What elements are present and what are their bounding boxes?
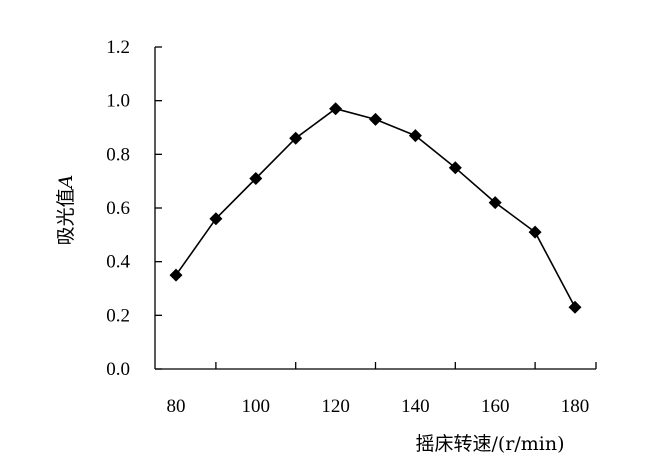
series-markers <box>169 102 582 314</box>
svg-text:吸光值A: 吸光值A <box>55 175 77 246</box>
y-axis-title-text: 吸光值 <box>55 188 77 245</box>
data-point-marker <box>408 129 422 143</box>
data-point-marker <box>329 102 343 116</box>
x-tick-label: 140 <box>401 396 430 417</box>
x-tick-label: 180 <box>561 396 590 417</box>
x-tick-label: 120 <box>321 396 350 417</box>
y-tick-label: 0.0 <box>106 359 130 380</box>
x-tick-label: 160 <box>481 396 510 417</box>
data-point-marker <box>249 172 263 185</box>
axes <box>154 47 596 370</box>
y-tick-label: 1.2 <box>106 37 130 58</box>
data-point-marker <box>289 131 303 145</box>
data-point-marker <box>369 112 382 126</box>
y-axis-title: 吸光值A <box>55 175 77 246</box>
x-axis-title: 摇床转速/(r/min) <box>415 433 564 455</box>
x-tick-label: 100 <box>242 396 271 417</box>
data-point-marker <box>488 196 502 210</box>
data-point-marker <box>568 300 582 314</box>
y-tick-label: 0.4 <box>106 252 130 273</box>
series-line <box>175 107 576 308</box>
x-ticks: 80 100 120 140 160 180 <box>167 362 597 417</box>
y-ticks: 0.0 0.2 0.4 0.6 0.8 1.0 1.2 <box>106 37 162 380</box>
x-tick-label: 80 <box>167 396 186 417</box>
data-point-marker <box>448 161 462 175</box>
data-point-marker <box>169 268 183 282</box>
data-point-marker <box>209 212 223 226</box>
y-tick-label: 0.8 <box>106 144 130 165</box>
data-point-marker <box>528 225 542 239</box>
y-axis-title-variable: A <box>55 175 77 191</box>
y-tick-label: 0.6 <box>106 198 130 219</box>
y-tick-label: 0.2 <box>106 305 130 326</box>
y-tick-label: 1.0 <box>106 91 130 112</box>
